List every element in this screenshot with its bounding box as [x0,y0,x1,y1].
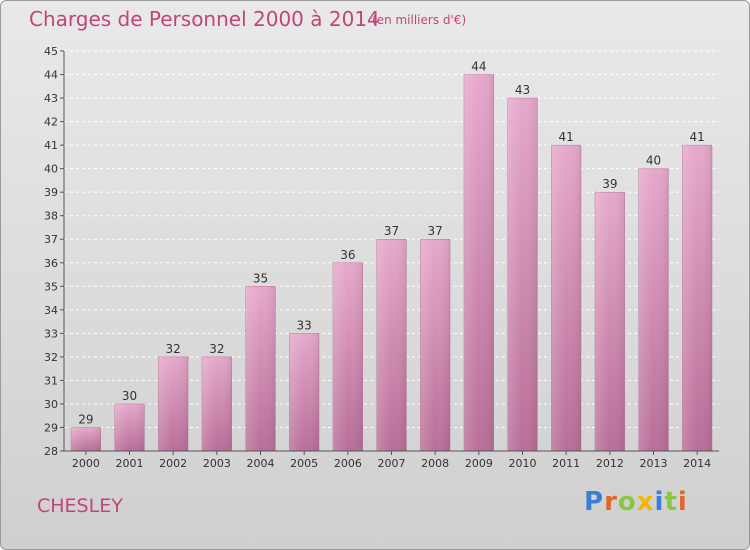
y-tick-label: 34 [44,304,58,317]
x-tick-label: 2007 [378,457,406,470]
bar-shade [682,145,713,451]
y-tick-label: 28 [44,445,58,458]
y-tick-label: 41 [44,139,58,152]
bar-shade [463,74,494,451]
logo-letter: o [617,487,637,517]
x-tick-label: 2008 [421,457,449,470]
x-tick-label: 2004 [247,457,275,470]
data-label: 41 [690,130,705,144]
data-label: 41 [559,130,574,144]
y-tick-label: 38 [44,210,58,223]
bar-shade [201,356,232,451]
bar-shade [376,239,407,451]
data-label: 39 [602,177,617,191]
data-label: 35 [253,271,268,285]
y-tick-label: 45 [44,45,58,58]
y-tick-label: 29 [44,421,58,434]
commune-name: CHESLEY [37,495,123,517]
logo-letter: i [677,487,688,517]
data-label: 37 [428,224,443,238]
data-label: 43 [515,83,530,97]
data-label: 44 [471,60,486,74]
chart-title: Charges de Personnel 2000 à 2014 [29,7,380,31]
x-tick-label: 2014 [683,457,711,470]
logo-letter: P [584,487,605,517]
bar-shade [114,403,145,451]
y-tick-label: 31 [44,374,58,387]
proxiti-logo: Proxiti [584,487,688,517]
bar-shade [551,145,582,451]
logo-letter: t [664,487,678,517]
x-tick-label: 2005 [290,457,318,470]
y-tick-label: 36 [44,257,58,270]
bar-shade [158,356,189,451]
y-tick-label: 44 [44,69,58,82]
data-label: 29 [78,412,93,426]
logo-letter: r [604,487,618,517]
x-tick-label: 2002 [159,457,187,470]
bar-shade [594,192,625,452]
y-tick-label: 42 [44,116,58,129]
x-tick-label: 2000 [72,457,100,470]
y-tick-label: 43 [44,92,58,105]
bar-shade [245,286,276,451]
x-tick-label: 2009 [465,457,493,470]
y-tick-label: 35 [44,280,58,293]
bar-shade [420,239,451,451]
logo-letter: x [636,487,655,517]
x-tick-label: 2012 [596,457,624,470]
data-label: 36 [340,248,355,262]
bar-shade [70,427,101,451]
x-tick-label: 2013 [640,457,668,470]
logo-letter: i [654,487,665,517]
data-label: 30 [122,389,137,403]
y-tick-label: 33 [44,327,58,340]
data-label: 40 [646,154,661,168]
bar-shade [332,262,363,451]
y-tick-label: 32 [44,351,58,364]
bar-shade [638,168,669,451]
y-tick-label: 40 [44,163,58,176]
data-label: 37 [384,224,399,238]
data-label: 32 [209,342,224,356]
y-tick-label: 39 [44,186,58,199]
bar-shade [507,98,538,451]
x-tick-label: 2001 [116,457,144,470]
x-tick-label: 2010 [509,457,537,470]
bar-shade [289,333,320,451]
x-tick-label: 2011 [552,457,580,470]
data-label: 32 [166,342,181,356]
x-tick-label: 2003 [203,457,231,470]
y-tick-label: 30 [44,398,58,411]
x-tick-label: 2006 [334,457,362,470]
chart-subtitle: (en milliers d'€) [372,13,467,27]
data-label: 33 [297,318,312,332]
y-tick-label: 37 [44,233,58,246]
